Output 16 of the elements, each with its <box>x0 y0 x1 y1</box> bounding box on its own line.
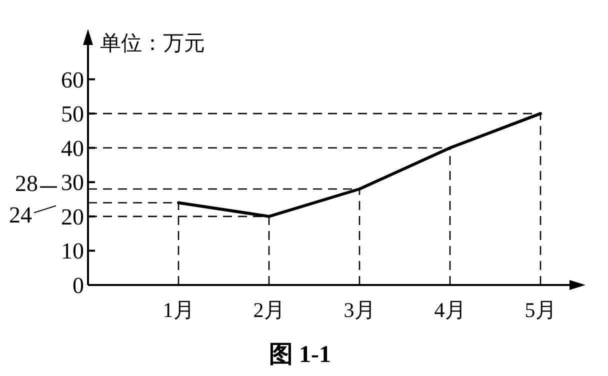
y-tick-label: 40 <box>61 136 84 161</box>
y-tick-label: 60 <box>61 67 84 92</box>
y-tick-label: 50 <box>61 102 84 127</box>
x-tick-label: 3月 <box>344 298 376 322</box>
x-tick-label: 1月 <box>162 298 194 322</box>
y-axis-title: 单位：万元 <box>100 31 205 55</box>
ref-line-label: 28 <box>15 171 38 196</box>
text: 图 1-1 <box>269 342 331 368</box>
x-tick-label: 5月 <box>524 298 556 322</box>
y-tick-label: 0 <box>72 273 84 298</box>
y-tick-label: 10 <box>61 238 84 264</box>
x-tick-label: 4月 <box>434 298 466 322</box>
ref-line-label: 24 <box>9 202 32 228</box>
y-tick-label: 20 <box>61 204 84 230</box>
y-tick-label: 30 <box>61 170 84 196</box>
x-tick-label: 2月 <box>253 298 285 322</box>
